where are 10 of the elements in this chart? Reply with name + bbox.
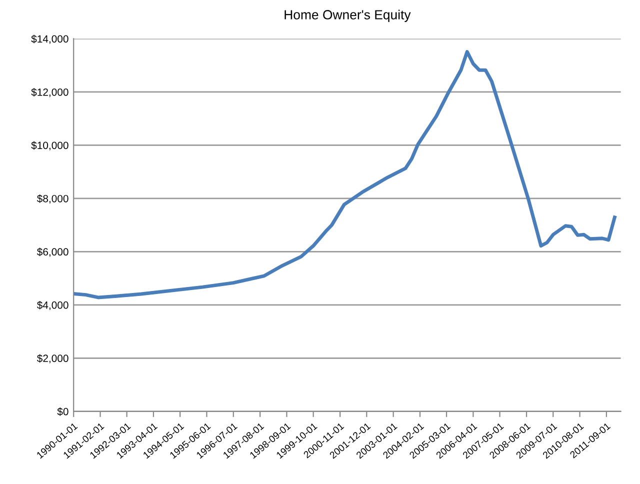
y-tick-label: $8,000 [36, 194, 68, 204]
y-tick-label: $6,000 [36, 248, 68, 257]
y-tick-label: $14,000 [31, 34, 68, 44]
y-tick-label: $12,000 [31, 88, 68, 98]
y-tick-label: $2,000 [36, 354, 68, 364]
line-series [74, 50, 616, 300]
y-tick-label: $0 [57, 407, 68, 416]
y-tick-label: $4,000 [36, 300, 68, 310]
chart-title: Home Owner's Equity [284, 10, 411, 22]
y-tick-label: $10,000 [31, 141, 68, 150]
